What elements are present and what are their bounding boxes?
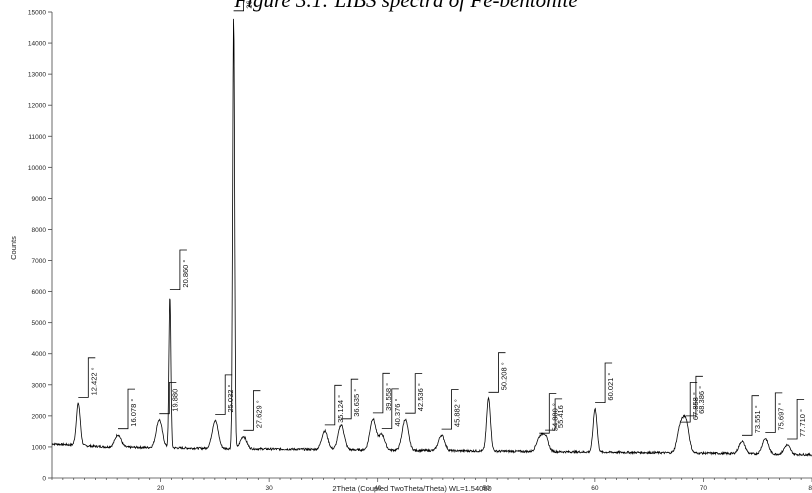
peak-marker xyxy=(324,384,342,426)
y-tick-label: 3000 xyxy=(32,382,47,389)
chart-axes: 0 1000 2000 3000 4000 5000 6000 7000 8000 9000 100… xyxy=(28,10,812,492)
y-tick-label: 15000 xyxy=(28,10,46,17)
peak-label: 27.629 ° xyxy=(254,400,263,428)
peak-label: 12.422 ° xyxy=(89,367,98,395)
y-tick-label: 7000 xyxy=(32,258,47,265)
x-tick-label: 20 xyxy=(157,485,165,492)
peak-marker xyxy=(545,398,563,431)
peak-marker xyxy=(539,393,557,434)
peak-marker xyxy=(243,390,261,431)
peak-label: 35.124 ° xyxy=(336,395,345,423)
y-tick-label: 2000 xyxy=(32,413,47,420)
x-tick-label: 50 xyxy=(483,485,491,492)
peak-marker xyxy=(341,378,359,420)
x-axis-title: 2Theta (Coupled TwoTheta/Theta) WL=1.540… xyxy=(332,484,491,493)
peak-label: 40.376 ° xyxy=(393,398,402,426)
peak-marker xyxy=(488,352,506,393)
peak-label: 73.551 ° xyxy=(753,405,762,433)
y-tick-label: 10000 xyxy=(28,165,46,172)
peak-label: 75.697 ° xyxy=(776,402,785,430)
peak-label: 77.710 ° xyxy=(798,409,807,437)
peak-marker xyxy=(118,388,135,430)
x-tick-label: 70 xyxy=(700,485,708,492)
peak-label: 45.882 ° xyxy=(453,399,462,427)
peak-label: 55.416 xyxy=(556,405,565,428)
peak-marker xyxy=(680,382,698,423)
peak-labels: 12.422 ° 16.078 ° 19.880 20.860 ° 25.032 ° 26… xyxy=(78,0,807,440)
peak-label: 42.536 ° xyxy=(416,383,425,411)
x-tick-label: 80 xyxy=(808,485,812,492)
y-tick-label: 6000 xyxy=(32,289,47,296)
peak-marker xyxy=(215,374,233,415)
peak-label: 26.731 xyxy=(245,0,254,9)
peak-label: 39.558 ° xyxy=(384,383,393,411)
peak-label: 36.635 ° xyxy=(352,389,361,417)
x-tick-label: 30 xyxy=(266,485,274,492)
peak-marker xyxy=(381,388,399,429)
peak-label: 19.880 xyxy=(170,389,179,412)
peak-marker xyxy=(78,357,96,398)
y-tick-label: 5000 xyxy=(32,320,47,327)
spectrum-series xyxy=(51,18,812,457)
y-tick-label: 14000 xyxy=(28,41,46,48)
y-tick-label: 13000 xyxy=(28,72,46,79)
peak-label: 20.860 ° xyxy=(181,260,190,288)
x-tick-label: 60 xyxy=(591,485,599,492)
peak-label: 50.208 ° xyxy=(500,362,509,390)
peak-marker xyxy=(405,373,423,414)
peak-marker xyxy=(372,372,390,414)
y-tick-label: 0 xyxy=(42,476,46,483)
peak-label: 16.078 ° xyxy=(129,399,138,427)
spectrum-line xyxy=(51,18,812,457)
peak-marker xyxy=(169,249,187,290)
peak-marker xyxy=(595,362,613,403)
y-tick-label: 9000 xyxy=(32,196,47,203)
y-tick-label: 8000 xyxy=(32,227,47,234)
peak-marker xyxy=(441,389,459,430)
figure-caption: Figure 3.1: LIBS spectra of Fe-bentonite xyxy=(234,0,578,12)
y-tick-label: 12000 xyxy=(28,103,46,110)
peak-marker xyxy=(742,395,759,436)
peak-label: 60.021 ° xyxy=(606,373,615,401)
peak-marker xyxy=(787,399,805,440)
peak-marker xyxy=(765,392,783,433)
peak-label: 25.032 ° xyxy=(226,384,235,412)
peak-marker xyxy=(685,375,703,417)
peak-marker xyxy=(233,0,244,12)
peak-label: 68.386 ° xyxy=(697,386,706,414)
y-tick-label: 1000 xyxy=(32,444,47,451)
y-tick-label: 11000 xyxy=(28,134,46,141)
y-tick-label: 4000 xyxy=(32,351,47,358)
peak-marker xyxy=(159,382,177,415)
y-axis-title: Counts xyxy=(9,236,18,260)
x-tick-label: 40 xyxy=(374,485,382,492)
